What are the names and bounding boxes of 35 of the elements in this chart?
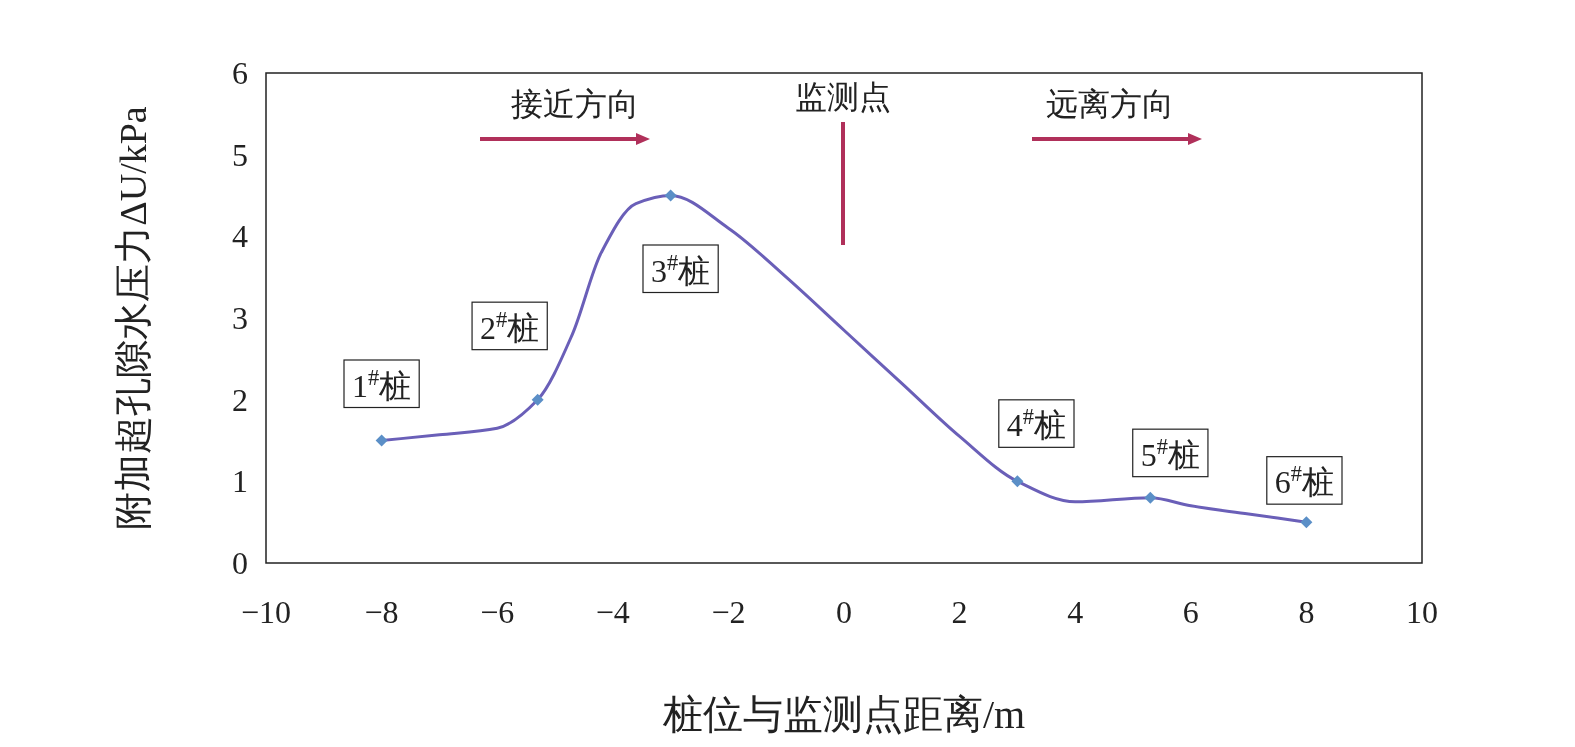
annotation: 4$^{#}$桩	[1006, 403, 1066, 444]
point	[664, 189, 677, 202]
point	[375, 434, 388, 447]
point	[1011, 475, 1024, 488]
y-tick-label: 4	[232, 218, 248, 255]
x-tick-label: −2	[711, 594, 746, 630]
y-tick-label: 1	[232, 463, 248, 500]
y-tick-label: 3	[232, 300, 248, 336]
x-tick-label: −4	[595, 594, 630, 630]
y-axis-title: 附加超孔隙水压力ΔU/kPa	[112, 106, 154, 530]
x-tick-label: 10	[1406, 594, 1438, 630]
x-axis-title: 桩位与监测点距离/m	[661, 692, 1026, 737]
annotation: 接近方向	[511, 86, 639, 122]
annotation: 远离方向	[1046, 86, 1174, 122]
x-tick-label: −10	[240, 594, 292, 630]
x-tick-label: 6	[1182, 594, 1199, 630]
x-tick-label: 4	[1067, 594, 1084, 630]
annotation: 5$^{#}$桩	[1140, 433, 1200, 473]
annotation: 监测点	[795, 79, 891, 115]
y-tick-label: 0	[232, 545, 248, 581]
x-tick-label: 2	[951, 594, 968, 630]
x-tick-label: −6	[480, 594, 515, 630]
point	[1300, 516, 1313, 529]
y-tick-label: 6	[232, 55, 248, 91]
annotation: 6$^{#}$桩	[1274, 460, 1334, 501]
annotation: 1$^{#}$桩	[352, 364, 412, 404]
point	[531, 393, 544, 406]
x-tick-label: 8	[1298, 594, 1315, 630]
y-tick-label: 2	[232, 381, 248, 418]
annotation: 3$^{#}$桩	[651, 249, 711, 289]
point	[1144, 491, 1157, 504]
x-tick-label: −8	[364, 594, 399, 630]
annotation: 2$^{#}$桩	[480, 306, 540, 346]
y-tick-label: 5	[232, 136, 248, 173]
x-tick-label: 0	[836, 594, 852, 630]
